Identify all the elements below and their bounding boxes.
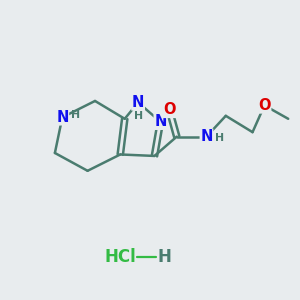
Text: N: N xyxy=(154,114,167,129)
Text: H: H xyxy=(215,133,224,143)
Text: O: O xyxy=(163,102,176,117)
Text: N: N xyxy=(132,95,144,110)
Text: N: N xyxy=(200,129,213,144)
Text: N: N xyxy=(56,110,68,125)
Text: O: O xyxy=(258,98,271,113)
Text: H: H xyxy=(70,110,80,120)
Text: HCl: HCl xyxy=(104,248,136,266)
Text: H: H xyxy=(158,248,172,266)
Text: H: H xyxy=(134,111,143,121)
